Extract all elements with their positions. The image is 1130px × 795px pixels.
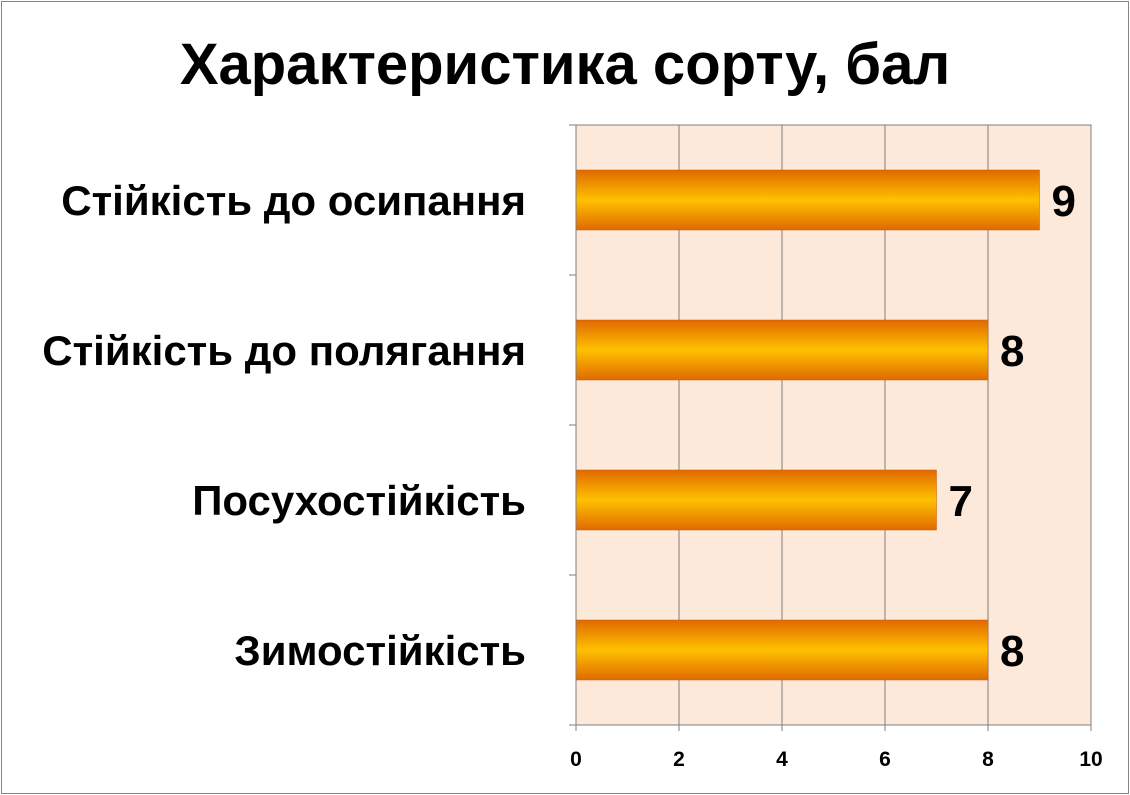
data-label: 8 (1000, 327, 1024, 376)
x-tick-label: 4 (776, 748, 788, 771)
data-label: 7 (949, 477, 973, 526)
data-label: 8 (1000, 627, 1024, 676)
x-tick-label: 6 (879, 748, 891, 771)
bar (576, 470, 937, 530)
x-tick-label: 0 (570, 748, 582, 771)
x-tick-label: 8 (982, 748, 994, 771)
x-tick-label: 2 (673, 748, 685, 771)
category-label: Посухостійкість (192, 477, 526, 524)
data-label: 9 (1052, 177, 1076, 226)
x-tick-label: 10 (1079, 748, 1102, 771)
category-label: Стійкість до полягання (42, 327, 526, 374)
bar (576, 170, 1040, 230)
chart-title: Характеристика сорту, бал (180, 32, 950, 97)
category-label: Стійкість до осипання (61, 177, 526, 224)
bar (576, 320, 988, 380)
bar (576, 620, 988, 680)
category-label: Зимостійкість (234, 627, 526, 674)
